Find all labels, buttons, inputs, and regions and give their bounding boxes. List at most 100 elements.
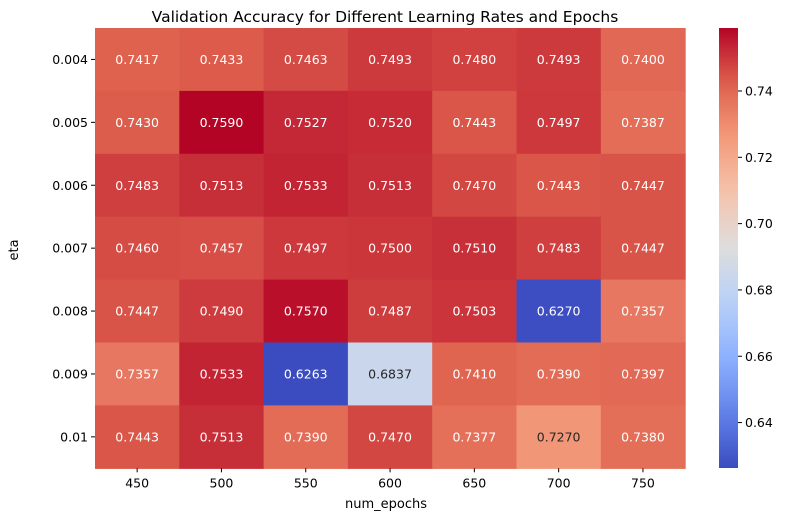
cell-value-label: 0.7483: [537, 241, 581, 256]
x-tick-label: 650: [462, 475, 486, 490]
heatmap-cell: [179, 405, 265, 469]
x-tick-label: 750: [631, 475, 655, 490]
heatmap-cell: [600, 28, 686, 92]
x-tick-label: 700: [547, 475, 571, 490]
heatmap-cell: [347, 216, 433, 281]
cell-value-label: 0.7443: [115, 429, 159, 444]
cell-value-label: 0.6263: [284, 366, 328, 381]
cell-value-label: 0.7400: [621, 52, 665, 67]
cell-value-label: 0.6270: [537, 304, 581, 319]
cell-value-label: 0.7527: [284, 115, 328, 130]
cell-value-label: 0.6837: [368, 366, 412, 381]
heatmap-cell: [263, 90, 349, 155]
heatmap-cell: [516, 342, 602, 406]
cell-value-label: 0.7457: [200, 241, 244, 256]
colorbar-tick-label: 0.64: [745, 415, 773, 430]
colorbar-ticks: 0.64 0.66 0.68 0.70 0.72 0.74: [738, 83, 773, 430]
heatmap-cell: [600, 216, 686, 281]
heatmap-cell: [347, 279, 433, 344]
heatmap-cell: [600, 279, 686, 344]
cell-value-label: 0.7493: [368, 52, 412, 67]
cell-value-label: 0.7447: [621, 178, 665, 193]
heatmap-cell: [432, 342, 518, 406]
heatmap-cell: [600, 153, 686, 218]
x-tick-label: 550: [294, 475, 318, 490]
cell-value-label: 0.7483: [115, 178, 159, 193]
cell-value-label: 0.7417: [115, 52, 159, 67]
heatmap-cell: [516, 279, 602, 344]
cell-value-label: 0.7533: [200, 366, 244, 381]
colorbar-tick-label: 0.72: [745, 150, 773, 165]
x-axis-label: num_epochs: [345, 497, 427, 512]
cell-value-label: 0.7433: [200, 52, 244, 67]
cell-value-label: 0.7377: [452, 429, 496, 444]
cell-value-label: 0.7390: [537, 366, 581, 381]
heatmap-cell: [516, 28, 602, 92]
colorbar-tick-label: 0.74: [745, 83, 773, 98]
cell-value-label: 0.7397: [621, 366, 665, 381]
cell-value-label: 0.7493: [537, 52, 581, 67]
y-axis-label: eta: [7, 239, 22, 260]
heatmap-cell: [95, 90, 180, 155]
cell-value-label: 0.7487: [368, 304, 412, 319]
cell-value-label: 0.7380: [621, 429, 665, 444]
cell-value-label: 0.7470: [368, 429, 412, 444]
cell-value-label: 0.7357: [621, 304, 665, 319]
heatmap-cell: [179, 90, 265, 155]
colorbar-tick-label: 0.66: [745, 349, 773, 364]
cell-value-label: 0.7490: [200, 304, 244, 319]
heatmap-cell: [95, 342, 180, 406]
cell-value-label: 0.7500: [368, 241, 412, 256]
cell-value-label: 0.7570: [284, 304, 328, 319]
heatmap-cells: 0.7417 0.7433 0.7463 0.7493 0.7480 0.7493 0.74…: [95, 28, 686, 469]
heatmap-cell: [516, 153, 602, 218]
x-tick-label: 450: [125, 475, 149, 490]
heatmap-cell: [347, 90, 433, 155]
heatmap-cell: [95, 405, 180, 469]
y-tick-label: 0.004: [52, 52, 88, 67]
heatmap-cell: [600, 342, 686, 406]
heatmap-cell: [263, 153, 349, 218]
colorbar-tick-label: 0.70: [745, 216, 773, 231]
heatmap-cell: [179, 28, 265, 92]
cell-value-label: 0.7513: [200, 429, 244, 444]
cell-value-label: 0.7497: [537, 115, 581, 130]
heatmap-cell: [179, 153, 265, 218]
cell-value-label: 0.7460: [115, 241, 159, 256]
heatmap-cell: [347, 153, 433, 218]
colorbar-gradient: [719, 28, 738, 468]
x-tick-label: 500: [210, 475, 234, 490]
heatmap-cell: [516, 90, 602, 155]
cell-value-label: 0.7513: [368, 178, 412, 193]
heatmap-cell: [347, 28, 433, 92]
heatmap-cell: [432, 90, 518, 155]
cell-value-label: 0.7497: [284, 241, 328, 256]
cell-value-label: 0.7390: [284, 429, 328, 444]
colorbar: 0.64 0.66 0.68 0.70 0.72 0.74: [719, 28, 773, 468]
cell-value-label: 0.7447: [621, 241, 665, 256]
heatmap-cell: [263, 28, 349, 92]
cell-value-label: 0.7590: [200, 115, 244, 130]
heatmap-cell: [347, 342, 433, 406]
cell-value-label: 0.7520: [368, 115, 412, 130]
heatmap-cell: [263, 405, 349, 469]
heatmap-cell: [179, 342, 265, 406]
cell-value-label: 0.7533: [284, 178, 328, 193]
cell-value-label: 0.7503: [452, 304, 496, 319]
heatmap-cell: [179, 216, 265, 281]
colorbar-tick-label: 0.68: [745, 282, 773, 297]
y-tick-label: 0.009: [52, 366, 88, 381]
cell-value-label: 0.7480: [452, 52, 496, 67]
y-tick-label: 0.007: [52, 241, 88, 256]
cell-value-label: 0.7447: [115, 304, 159, 319]
heatmap-cell: [516, 216, 602, 281]
heatmap-cell: [263, 279, 349, 344]
cell-value-label: 0.7270: [537, 429, 581, 444]
cell-value-label: 0.7513: [200, 178, 244, 193]
heatmap-cell: [432, 405, 518, 469]
cell-value-label: 0.7443: [452, 115, 496, 130]
heatmap-cell: [263, 216, 349, 281]
y-tick-label: 0.008: [52, 304, 88, 319]
